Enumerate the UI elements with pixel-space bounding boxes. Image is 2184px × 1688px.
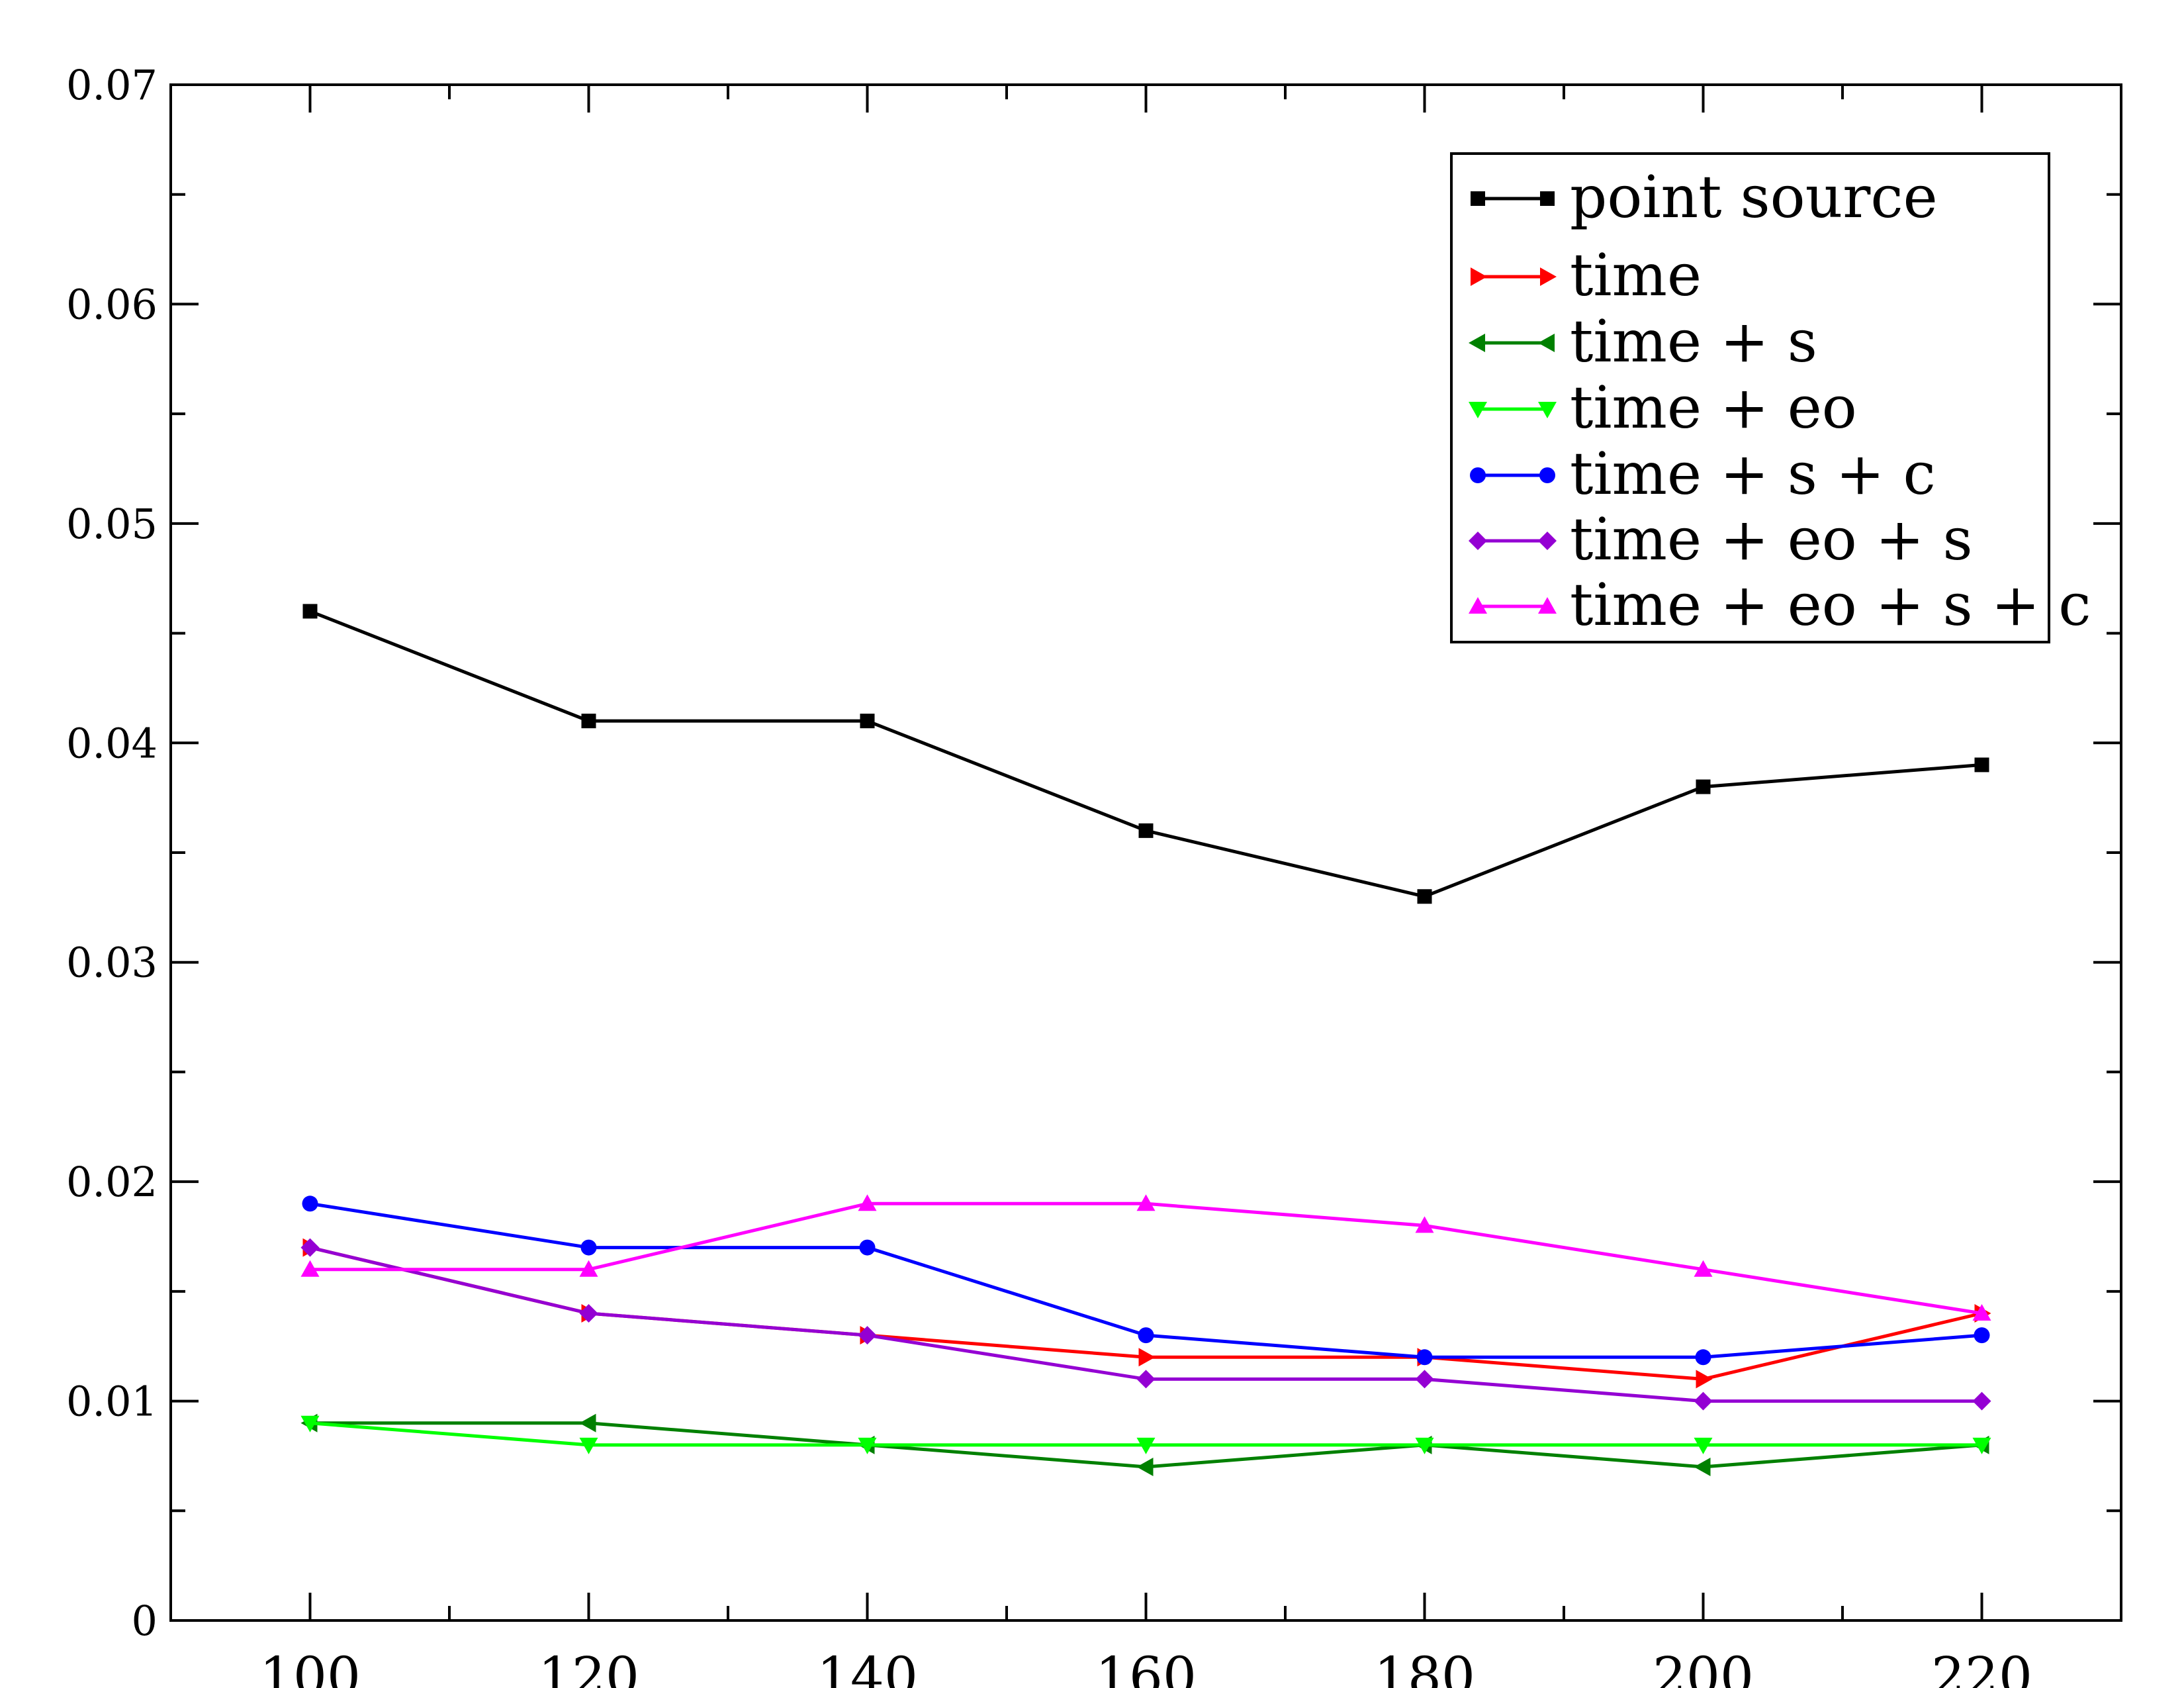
legend-label: point source	[1570, 163, 1938, 231]
data-point	[1972, 1304, 1991, 1321]
y-tick-label: 0.02	[66, 1158, 158, 1206]
legend-marker-end	[1538, 597, 1557, 614]
data-point	[300, 1238, 320, 1257]
data-point	[1415, 1216, 1434, 1233]
legend-label: time + s	[1570, 307, 1817, 375]
data-point	[581, 714, 596, 729]
legend-marker-end	[1538, 402, 1557, 418]
data-point	[1695, 1349, 1711, 1366]
data-point	[1972, 1391, 1991, 1411]
legend-item: time + eo + s	[1469, 505, 1973, 573]
x-tick-label: 200	[1653, 1646, 1754, 1688]
data-point	[859, 1239, 876, 1256]
legend-item: time + s + c	[1470, 440, 1936, 508]
data-point	[1138, 1348, 1156, 1367]
data-point	[1415, 1437, 1434, 1454]
data-point	[1136, 1370, 1156, 1389]
legend-box	[1450, 152, 2050, 643]
data-point	[1696, 779, 1711, 794]
series-0	[302, 604, 1989, 904]
series-5	[300, 1238, 1991, 1411]
legend-marker-start	[1470, 467, 1486, 483]
legend-item: time + s	[1469, 307, 1817, 375]
x-tick-label: 140	[817, 1646, 918, 1688]
y-tick-label: 0.01	[66, 1378, 158, 1426]
data-point	[1417, 889, 1432, 904]
data-point	[302, 604, 318, 619]
data-point	[579, 1437, 598, 1454]
series-layer	[300, 604, 1991, 1476]
data-point	[1696, 1370, 1713, 1389]
x-tick-label: 180	[1374, 1646, 1475, 1688]
x-tick-label: 120	[538, 1646, 639, 1688]
legend-marker-start	[1469, 532, 1487, 550]
axes-layer: 100 120 140 160 180 200 220 0 0.01 0.02 0.03 0.04 0.…	[66, 61, 2122, 1688]
data-point	[858, 1194, 877, 1211]
data-point	[1136, 1194, 1156, 1211]
data-point	[1136, 1437, 1156, 1454]
legend-label: time	[1570, 241, 1702, 309]
legend-item: time + eo	[1469, 373, 1857, 442]
y-tick-label: 0.06	[66, 280, 158, 328]
legend-marker-start	[1469, 402, 1487, 418]
y-tick-label: 0	[132, 1597, 158, 1645]
legend-marker-end	[1540, 267, 1557, 286]
legend-item: time + eo + s + c	[1469, 571, 2091, 639]
y-tick-label: 0.04	[66, 719, 158, 767]
y-tick-label: 0.07	[66, 61, 158, 109]
data-point	[858, 1326, 877, 1345]
data-point	[579, 1304, 598, 1323]
legend-label: time + s + c	[1570, 440, 1936, 508]
data-point	[858, 1437, 877, 1454]
x-tick-label: 160	[1095, 1646, 1197, 1688]
legend-label: time + eo + s + c	[1570, 571, 2091, 639]
x-tick-label: 100	[259, 1646, 361, 1688]
series-3	[300, 1415, 1991, 1454]
data-point	[1138, 1327, 1154, 1344]
data-point	[302, 1196, 318, 1212]
legend-marker-start	[1469, 334, 1485, 352]
series-4	[302, 1196, 1990, 1366]
data-point	[1694, 1391, 1713, 1411]
legend-marker-end	[1538, 532, 1557, 550]
data-point	[579, 1260, 598, 1277]
legend-marker-start	[1469, 597, 1487, 614]
data-point	[1415, 1370, 1434, 1389]
y-tick-label: 0.05	[66, 500, 158, 548]
series-6	[300, 1194, 1991, 1321]
x-tick-label: 220	[1931, 1646, 2032, 1688]
legend-item: point source	[1471, 163, 1938, 231]
data-point	[580, 1239, 597, 1256]
legend-label: time + eo + s	[1570, 505, 1973, 573]
data-point	[1974, 1327, 1990, 1344]
legend-item: time	[1471, 241, 1702, 309]
data-point	[1694, 1437, 1713, 1454]
legend-marker-end	[1539, 467, 1555, 483]
data-point	[300, 1260, 320, 1277]
data-point	[1138, 823, 1154, 838]
data-point	[1972, 1437, 1991, 1454]
legend-marker-end	[1538, 334, 1555, 352]
data-point	[1974, 757, 1989, 773]
legend-marker-end	[1540, 191, 1555, 206]
y-tick-label: 0.03	[66, 939, 158, 987]
data-point	[300, 1415, 320, 1432]
data-point	[1136, 1458, 1154, 1476]
legend-marker-start	[1471, 267, 1487, 286]
legend-marker-start	[1471, 191, 1485, 206]
data-point	[579, 1413, 596, 1432]
data-point	[1694, 1458, 1711, 1476]
data-point	[1416, 1349, 1433, 1366]
data-point	[1694, 1260, 1713, 1277]
data-point	[860, 714, 875, 729]
legend-label: time + eo	[1570, 373, 1857, 442]
